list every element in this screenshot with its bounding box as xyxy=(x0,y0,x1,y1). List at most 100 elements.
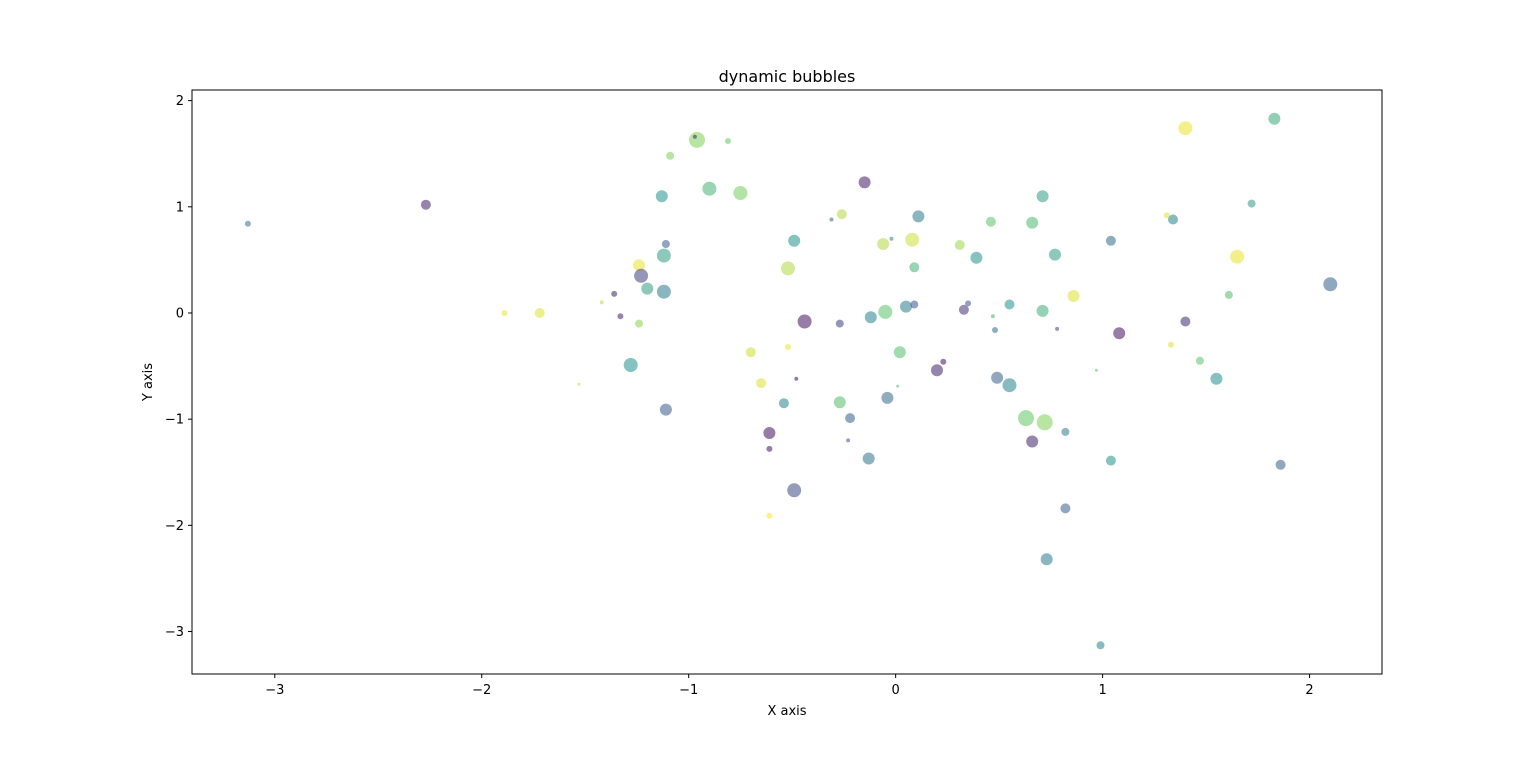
bubble-point xyxy=(1210,372,1223,385)
bubble-point xyxy=(940,358,947,365)
bubble-point xyxy=(244,220,251,227)
bubble-point xyxy=(501,310,508,316)
bubble-point xyxy=(641,282,654,295)
bubble-point xyxy=(661,240,670,248)
y-tick-label: −3 xyxy=(165,625,184,640)
bubble-point xyxy=(611,290,618,297)
bubble-point xyxy=(1224,290,1233,299)
bubble-point xyxy=(990,314,995,319)
bubble-point xyxy=(970,251,983,264)
bubble-point xyxy=(794,376,799,381)
bubble-point xyxy=(1002,378,1017,393)
bubble-point xyxy=(1105,455,1116,466)
bubble-point xyxy=(1167,341,1174,348)
bubble-point xyxy=(900,300,912,313)
bubble-point xyxy=(788,234,801,247)
bubble-point xyxy=(702,181,717,196)
bubble-point xyxy=(756,378,767,389)
y-tick-label: 2 xyxy=(176,94,184,109)
x-axis-label: X axis xyxy=(767,704,806,719)
bubble-point xyxy=(878,304,893,319)
y-tick-label: 1 xyxy=(176,200,184,215)
bubble-point xyxy=(1230,249,1245,264)
bubble-point xyxy=(1163,212,1170,219)
bubble-point xyxy=(766,445,773,452)
bubble-point xyxy=(1026,216,1039,229)
bubble-point xyxy=(912,210,925,223)
plot-area xyxy=(244,112,1338,650)
bubble-point xyxy=(1195,356,1204,365)
bubble-point xyxy=(1168,214,1178,225)
bubble-point xyxy=(1036,304,1049,317)
bubble-point xyxy=(634,268,649,283)
bubble-point xyxy=(656,248,671,263)
bubble-point xyxy=(862,452,875,465)
y-axis-label: Y axis xyxy=(141,363,156,402)
bubble-point xyxy=(845,413,856,424)
x-tick-label: 1 xyxy=(1098,683,1106,698)
bubble-point xyxy=(781,261,795,276)
bubble-point xyxy=(954,240,965,250)
bubble-point xyxy=(1096,641,1105,650)
x-tick-label: 2 xyxy=(1305,683,1313,698)
bubble-point xyxy=(881,391,894,404)
bubble-point xyxy=(858,176,871,189)
bubble-point xyxy=(1055,326,1060,331)
bubble-point xyxy=(778,398,789,409)
y-axis-ticks: −3 −2 −1 0 1 2 xyxy=(165,94,192,640)
y-tick-label: 0 xyxy=(176,306,184,321)
bubble-point xyxy=(958,304,969,315)
bubble-point xyxy=(1180,316,1191,327)
bubble-point xyxy=(689,131,705,148)
bubble-point xyxy=(992,327,998,333)
bubble-point xyxy=(889,236,894,241)
bubble-point xyxy=(420,199,431,210)
bubble-point xyxy=(931,364,943,377)
bubble-point xyxy=(797,314,812,329)
bubble-point xyxy=(1113,327,1126,340)
bubble-point xyxy=(1036,190,1049,203)
x-tick-label: −2 xyxy=(472,683,491,698)
bubble-point xyxy=(745,347,756,358)
bubble-point xyxy=(692,134,697,139)
bubble-point xyxy=(1040,553,1053,566)
y-tick-label: −2 xyxy=(165,519,184,534)
bubble-point xyxy=(617,313,624,320)
bubble-point xyxy=(877,238,890,250)
bubble-point xyxy=(864,311,877,324)
bubble-point xyxy=(1061,427,1070,436)
bubble-point xyxy=(656,284,671,299)
x-axis-ticks: −3 −2 −1 0 1 2 xyxy=(265,674,1314,698)
bubble-point xyxy=(1018,410,1034,427)
bubble-point xyxy=(1268,112,1281,125)
bubble-point xyxy=(633,259,645,272)
bubble-point xyxy=(965,300,972,307)
bubble-point xyxy=(836,209,847,220)
bubble-point xyxy=(623,358,638,372)
bubble-point xyxy=(829,217,834,222)
bubble-point xyxy=(1178,121,1193,136)
chart-title: dynamic bubbles xyxy=(719,67,856,86)
bubble-point xyxy=(725,138,731,144)
bubble-point xyxy=(577,382,581,386)
bubble-point xyxy=(766,512,773,519)
bubble-point xyxy=(909,262,920,273)
x-tick-label: 0 xyxy=(892,683,900,698)
bubble-point xyxy=(733,186,748,200)
bubble-point xyxy=(1094,368,1098,372)
bubble-point xyxy=(1323,277,1338,292)
bubble-point xyxy=(635,319,643,328)
bubble-point xyxy=(787,483,802,498)
bubble-point xyxy=(1275,459,1286,470)
x-tick-label: −3 xyxy=(265,683,284,698)
bubble-point xyxy=(534,308,545,318)
bubble-point xyxy=(1247,199,1256,208)
bubble-point xyxy=(655,190,668,203)
bubble-point xyxy=(835,319,844,328)
bubble-point xyxy=(833,396,846,409)
bubble-point xyxy=(666,151,675,160)
bubble-point xyxy=(1026,435,1039,448)
bubble-point xyxy=(1036,414,1053,431)
bubble-point xyxy=(1105,235,1116,246)
